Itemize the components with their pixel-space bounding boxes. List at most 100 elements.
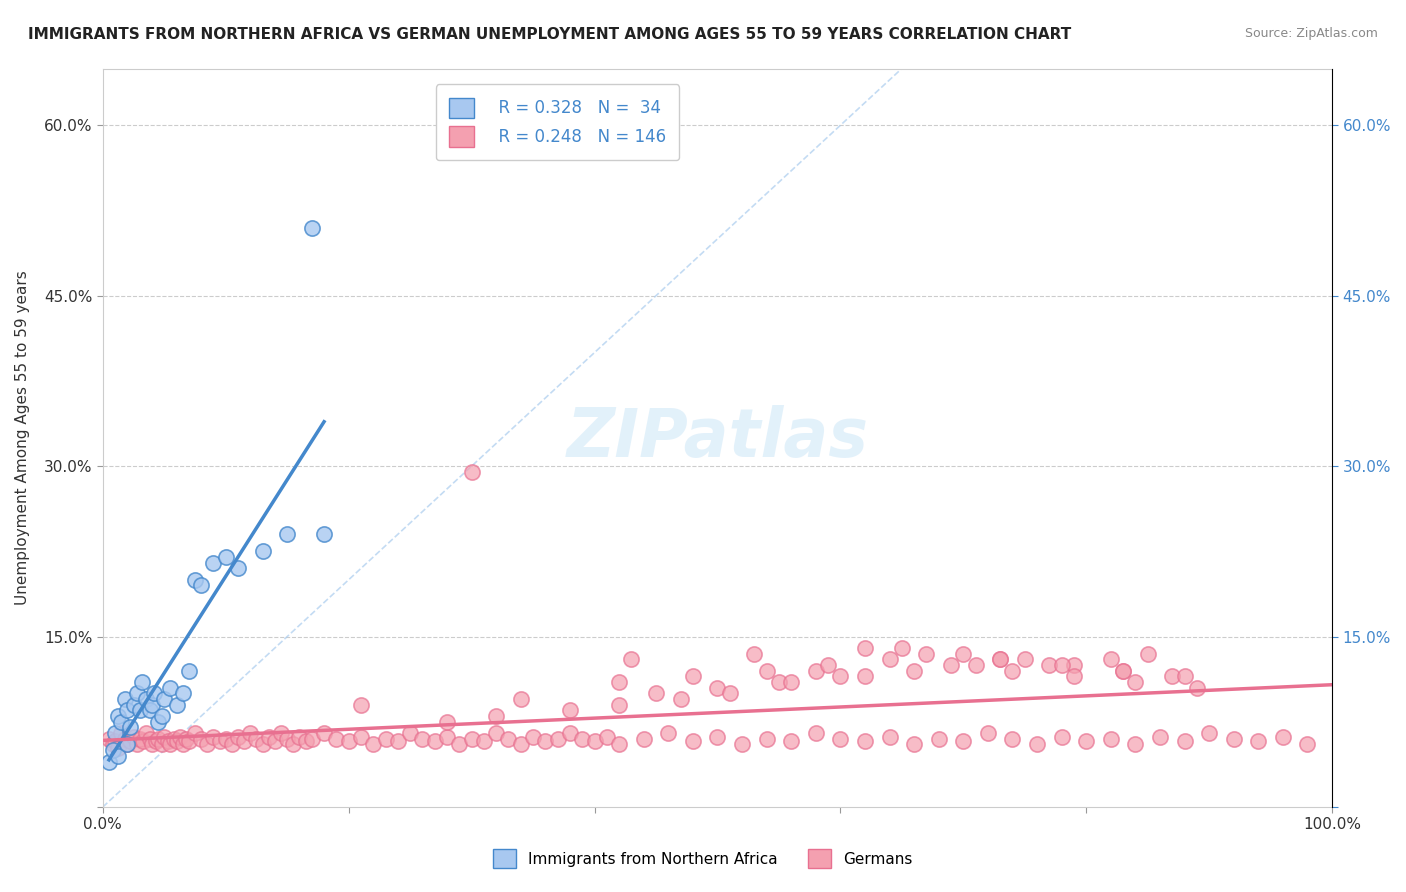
Point bbox=[645, 686, 668, 700]
Point bbox=[853, 669, 876, 683]
Point bbox=[117, 738, 139, 752]
Point bbox=[117, 738, 139, 752]
Point bbox=[879, 652, 901, 666]
Point bbox=[583, 734, 606, 748]
Point bbox=[117, 703, 139, 717]
Point bbox=[952, 647, 974, 661]
Point bbox=[107, 748, 129, 763]
Point bbox=[97, 731, 120, 746]
Point bbox=[879, 730, 901, 744]
Point bbox=[830, 669, 852, 683]
Point bbox=[436, 714, 458, 729]
Point bbox=[1149, 730, 1171, 744]
Point bbox=[1050, 730, 1073, 744]
Point bbox=[387, 734, 409, 748]
Point bbox=[607, 698, 630, 712]
Point bbox=[1198, 726, 1220, 740]
Point bbox=[270, 726, 292, 740]
Point bbox=[208, 734, 231, 748]
Point bbox=[128, 703, 150, 717]
Point bbox=[104, 726, 127, 740]
Point bbox=[534, 734, 557, 748]
Point bbox=[226, 561, 249, 575]
Point bbox=[127, 686, 149, 700]
Point bbox=[138, 703, 160, 717]
Point bbox=[114, 731, 136, 746]
Point bbox=[172, 686, 194, 700]
Point bbox=[755, 731, 778, 746]
Point bbox=[276, 527, 298, 541]
Point bbox=[107, 709, 129, 723]
Point bbox=[245, 731, 267, 746]
Point bbox=[350, 698, 373, 712]
Point bbox=[423, 734, 446, 748]
Point bbox=[633, 731, 655, 746]
Point bbox=[509, 738, 531, 752]
Point bbox=[731, 738, 754, 752]
Text: IMMIGRANTS FROM NORTHERN AFRICA VS GERMAN UNEMPLOYMENT AMONG AGES 55 TO 59 YEARS: IMMIGRANTS FROM NORTHERN AFRICA VS GERMA… bbox=[28, 27, 1071, 42]
Point bbox=[965, 657, 987, 672]
Point bbox=[657, 726, 679, 740]
Point bbox=[101, 743, 124, 757]
Point bbox=[460, 465, 482, 479]
Point bbox=[166, 698, 188, 712]
Point bbox=[830, 731, 852, 746]
Point bbox=[301, 731, 323, 746]
Point bbox=[146, 714, 169, 729]
Y-axis label: Unemployment Among Ages 55 to 59 years: Unemployment Among Ages 55 to 59 years bbox=[15, 270, 30, 605]
Point bbox=[226, 730, 249, 744]
Point bbox=[1222, 731, 1244, 746]
Point bbox=[361, 738, 384, 752]
Point bbox=[114, 692, 136, 706]
Point bbox=[221, 738, 243, 752]
Legend: Immigrants from Northern Africa, Germans: Immigrants from Northern Africa, Germans bbox=[485, 841, 921, 875]
Point bbox=[1112, 664, 1135, 678]
Point bbox=[399, 726, 422, 740]
Point bbox=[177, 734, 200, 748]
Point bbox=[190, 731, 212, 746]
Point bbox=[283, 738, 305, 752]
Point bbox=[1038, 657, 1060, 672]
Point bbox=[141, 738, 163, 752]
Point bbox=[780, 675, 803, 690]
Point bbox=[138, 731, 160, 746]
Point bbox=[195, 738, 218, 752]
Point bbox=[853, 734, 876, 748]
Point bbox=[768, 675, 790, 690]
Text: ZIPatlas: ZIPatlas bbox=[567, 405, 869, 471]
Point bbox=[1174, 734, 1197, 748]
Point bbox=[104, 734, 127, 748]
Point bbox=[607, 738, 630, 752]
Point bbox=[472, 734, 495, 748]
Point bbox=[744, 647, 766, 661]
Point bbox=[607, 675, 630, 690]
Point bbox=[460, 731, 482, 746]
Point bbox=[915, 647, 938, 661]
Point bbox=[264, 734, 287, 748]
Point bbox=[122, 730, 145, 744]
Point bbox=[233, 734, 256, 748]
Point bbox=[1125, 738, 1147, 752]
Point bbox=[682, 734, 704, 748]
Legend:   R = 0.328   N =  34,   R = 0.248   N = 146: R = 0.328 N = 34, R = 0.248 N = 146 bbox=[436, 84, 679, 160]
Point bbox=[288, 730, 311, 744]
Point bbox=[596, 730, 619, 744]
Point bbox=[184, 573, 207, 587]
Point bbox=[547, 731, 569, 746]
Point bbox=[1076, 734, 1098, 748]
Point bbox=[122, 698, 145, 712]
Point bbox=[169, 730, 191, 744]
Point bbox=[252, 544, 274, 558]
Point bbox=[485, 726, 508, 740]
Point bbox=[153, 692, 176, 706]
Point bbox=[1125, 675, 1147, 690]
Point bbox=[276, 731, 298, 746]
Point bbox=[988, 652, 1011, 666]
Point bbox=[312, 726, 335, 740]
Point bbox=[718, 686, 741, 700]
Point bbox=[190, 578, 212, 592]
Point bbox=[350, 730, 373, 744]
Point bbox=[107, 740, 129, 755]
Point bbox=[669, 692, 692, 706]
Point bbox=[153, 730, 176, 744]
